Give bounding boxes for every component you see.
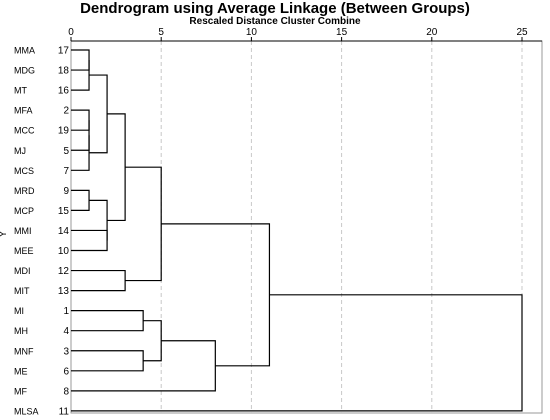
merge-link-c1 xyxy=(71,49,90,71)
leaf-id-10: 10 xyxy=(58,246,70,257)
leaf-label-mnf: MNF xyxy=(14,346,34,356)
leaf-id-3: 3 xyxy=(63,346,69,357)
x-tick-label-25: 25 xyxy=(516,27,528,38)
leaf-label-mdg: MDG xyxy=(14,66,35,76)
leaf-id-18: 18 xyxy=(58,66,70,77)
leaf-id-14: 14 xyxy=(58,226,70,237)
leaf-id-5: 5 xyxy=(63,146,69,157)
x-tick-label-0: 0 xyxy=(68,27,74,38)
merge-link-c18 xyxy=(71,294,523,412)
leaf-label-mlsa: MLSA xyxy=(14,406,39,416)
leaf-id-9: 9 xyxy=(63,186,69,197)
leaf-label-mf: MF xyxy=(14,386,27,396)
leaf-id-17: 17 xyxy=(58,46,70,57)
leaf-label-mrd: MRD xyxy=(14,186,35,196)
merge-link-c4 xyxy=(71,120,90,151)
leaf-label-mfa: MFA xyxy=(14,106,33,116)
leaf-label-mee: MEE xyxy=(14,246,34,256)
chart-subtitle: Rescaled Distance Cluster Combine xyxy=(189,16,361,27)
merge-link-c2 xyxy=(71,60,90,91)
merge-link-c6 xyxy=(71,189,90,211)
leaf-label-mmi: MMI xyxy=(14,226,32,236)
leaf-id-2: 2 xyxy=(63,106,69,117)
leaf-id-13: 13 xyxy=(58,286,70,297)
leaf-label-mit: MIT xyxy=(14,286,30,296)
merge-link-c11 xyxy=(71,269,126,292)
chart-title: Dendrogram using Average Linkage (Betwee… xyxy=(80,0,470,17)
leaf-label-mh: MH xyxy=(14,326,28,336)
merge-link-c13 xyxy=(71,350,144,372)
y-axis-label: Y xyxy=(0,230,9,237)
leaf-label-mcs: MCS xyxy=(14,166,34,176)
merge-link-c9 xyxy=(89,199,108,241)
leaf-id-8: 8 xyxy=(63,386,69,397)
x-tick-label-20: 20 xyxy=(426,27,438,38)
leaf-id-19: 19 xyxy=(58,126,70,137)
leaf-label-mt: MT xyxy=(14,86,27,96)
leaf-id-15: 15 xyxy=(58,206,70,217)
leaf-label-mcp: MCP xyxy=(14,206,34,216)
merge-link-c3 xyxy=(71,109,90,131)
x-tick-label-10: 10 xyxy=(246,27,258,38)
leaf-label-mdi: MDI xyxy=(14,266,31,276)
plot-frame xyxy=(70,40,543,414)
x-tick-label-5: 5 xyxy=(158,27,164,38)
leaf-label-me: ME xyxy=(14,366,28,376)
merge-link-c12 xyxy=(71,310,144,332)
merge-link-c5 xyxy=(71,135,90,171)
leaf-label-mcc: MCC xyxy=(14,126,35,136)
merge-link-c7 xyxy=(89,74,108,154)
grid-lines xyxy=(70,40,543,414)
merge-link-c15 xyxy=(125,166,162,282)
merge-link-c10 xyxy=(107,113,126,222)
leaf-id-11: 11 xyxy=(59,406,70,417)
merge-link-c8 xyxy=(71,229,108,252)
leaf-id-16: 16 xyxy=(58,86,70,97)
leaf-id-7: 7 xyxy=(63,166,69,177)
leaf-label-mj: MJ xyxy=(14,146,26,156)
merge-link-c14 xyxy=(143,320,162,362)
leaf-id-1: 1 xyxy=(63,306,69,317)
leaf-id-4: 4 xyxy=(63,326,69,337)
x-tick-label-15: 15 xyxy=(336,27,348,38)
dendrogram-links xyxy=(71,49,523,412)
leaf-id-12: 12 xyxy=(58,266,70,277)
leaf-label-mi: MI xyxy=(14,306,24,316)
x-axis: 0 5 10 15 20 25 xyxy=(68,27,542,42)
leaf-id-6: 6 xyxy=(63,366,69,377)
leaf-label-mma: MMA xyxy=(14,46,35,56)
